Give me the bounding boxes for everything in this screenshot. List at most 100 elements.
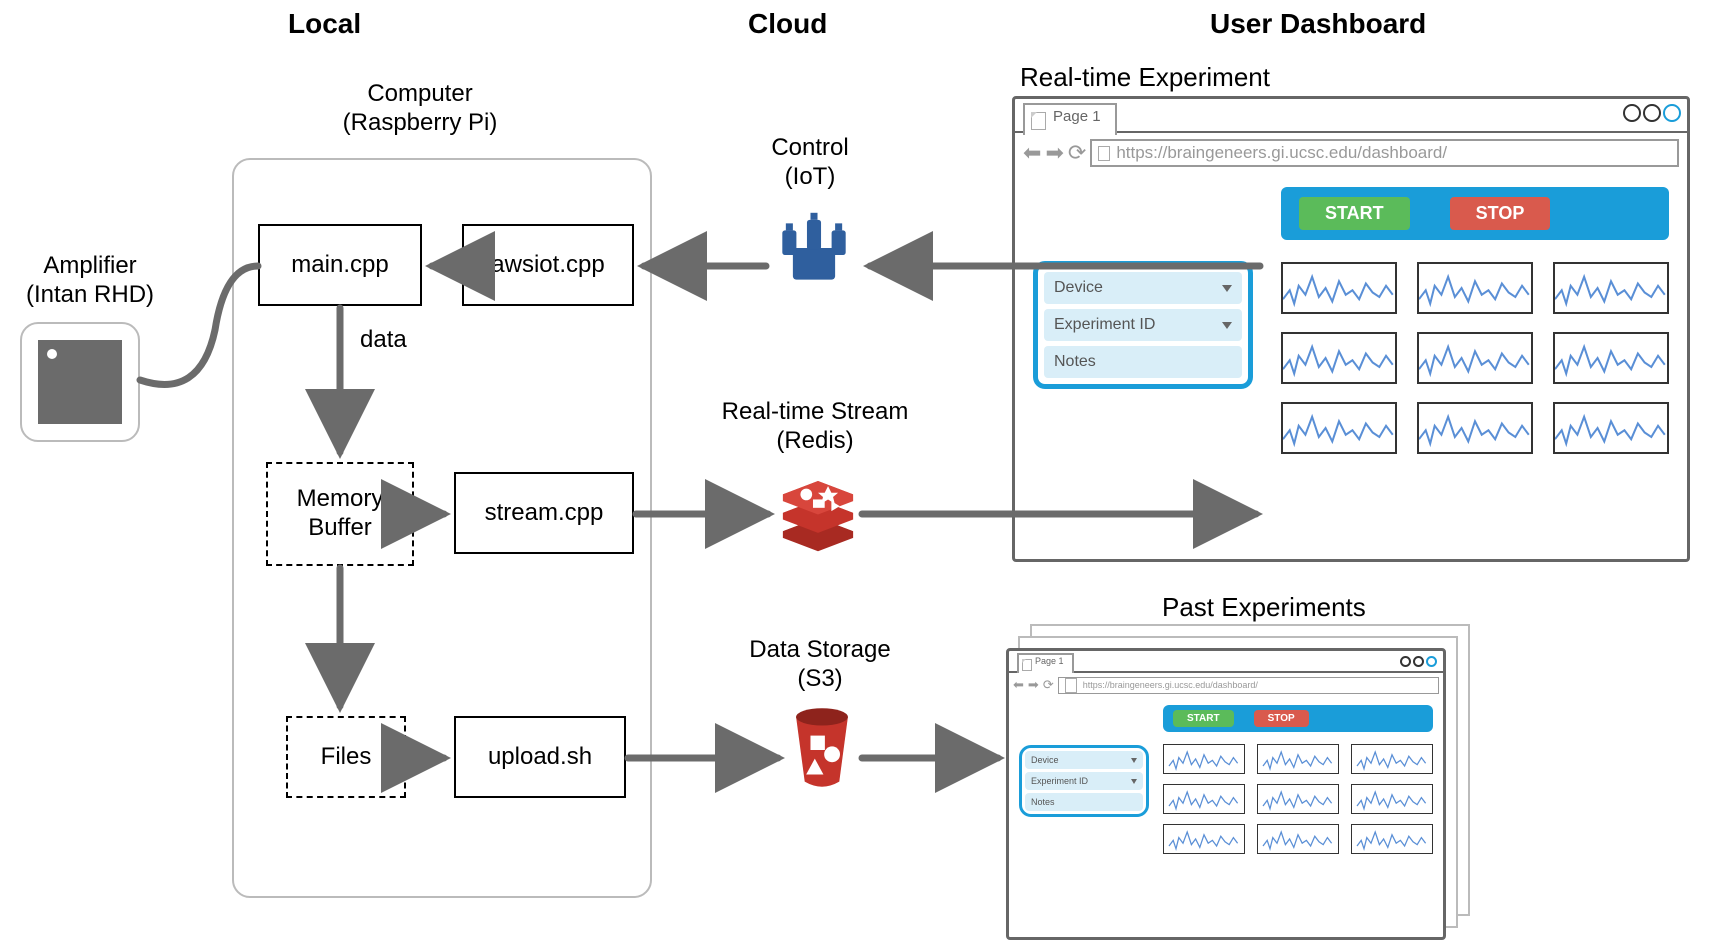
cloud-stream-l2: (Redis) <box>776 427 853 454</box>
sparkline-chart <box>1351 744 1433 774</box>
button-bar: START STOP <box>1163 705 1433 732</box>
amplifier-label-line1: Amplifier <box>43 252 136 279</box>
amplifier-label-line2: (Intan RHD) <box>26 281 154 308</box>
cloud-stream-l1: Real-time Stream <box>722 398 909 425</box>
sparkline-chart <box>1257 824 1339 854</box>
sparkline-chart <box>1553 332 1669 384</box>
sparkline-chart <box>1417 402 1533 454</box>
browser-past: Page 1 ⬅ ➡ ⟳ https://braingeneers.gi.ucs… <box>1006 648 1446 940</box>
button-bar: START STOP <box>1281 187 1669 240</box>
header-dashboard: User Dashboard <box>1210 8 1426 40</box>
cloud-stream-label: Real-time Stream (Redis) <box>700 398 930 456</box>
edge-label-data: data <box>360 326 407 354</box>
side-panel: Device Experiment ID Notes <box>1019 745 1149 817</box>
dropdown-experiment[interactable]: Experiment ID <box>1025 772 1143 790</box>
sparkline-chart <box>1281 402 1397 454</box>
computer-label: Computer (Raspberry Pi) <box>280 80 560 138</box>
window-controls[interactable] <box>1623 104 1681 122</box>
browser-realtime: Page 1 ⬅ ➡ ⟳ https://braingeneers.gi.ucs… <box>1012 96 1690 562</box>
iot-icon <box>770 204 858 297</box>
stop-button[interactable]: STOP <box>1450 197 1551 230</box>
chart-grid <box>1163 744 1433 854</box>
sparkline-chart <box>1553 262 1669 314</box>
window-dot-icon <box>1643 104 1661 122</box>
sparkline-chart <box>1553 402 1669 454</box>
sparkline-chart <box>1163 744 1245 774</box>
nav-back-icon[interactable]: ⬅ <box>1013 677 1024 693</box>
window-dot-icon <box>1426 656 1437 667</box>
header-cloud: Cloud <box>748 8 827 40</box>
nav-forward-icon[interactable]: ➡ <box>1045 140 1063 166</box>
past-title: Past Experiments <box>1162 592 1366 623</box>
browser-tab[interactable]: Page 1 <box>1017 653 1074 673</box>
dropdown-experiment-label: Experiment ID <box>1031 776 1088 786</box>
sparkline-chart <box>1163 824 1245 854</box>
browser-tabbar: Page 1 <box>1009 651 1443 673</box>
dropdown-experiment-label: Experiment ID <box>1054 316 1155 334</box>
field-notes[interactable]: Notes <box>1025 793 1143 811</box>
sparkline-chart <box>1417 262 1533 314</box>
sparkline-chart <box>1281 332 1397 384</box>
browser-tabbar: Page 1 <box>1015 99 1687 133</box>
box-memory-l1: Memory <box>297 485 384 514</box>
sparkline-chart <box>1351 784 1433 814</box>
nav-back-icon[interactable]: ⬅ <box>1023 140 1041 166</box>
stop-button[interactable]: STOP <box>1254 710 1309 727</box>
sparkline-chart <box>1257 784 1339 814</box>
url-text: https://braingeneers.gi.ucsc.edu/dashboa… <box>1116 143 1447 163</box>
amplifier-chip-container <box>20 322 140 442</box>
url-bar[interactable]: https://braingeneers.gi.ucsc.edu/dashboa… <box>1058 677 1439 694</box>
page-icon <box>1098 146 1110 161</box>
dropdown-device-label: Device <box>1054 279 1103 297</box>
start-button[interactable]: START <box>1299 197 1410 230</box>
chevron-down-icon <box>1222 285 1232 292</box>
chart-grid <box>1281 262 1669 454</box>
window-dot-icon <box>1413 656 1424 667</box>
box-main: main.cpp <box>258 224 422 306</box>
browser-content: Device Experiment ID Notes START STOP <box>1009 697 1443 864</box>
browser-content: Device Experiment ID Notes START STOP <box>1015 173 1687 472</box>
cloud-control-label: Control (IoT) <box>720 134 900 192</box>
cloud-control-l1: Control <box>771 134 848 161</box>
chevron-down-icon <box>1222 322 1232 329</box>
amplifier-label: Amplifier (Intan RHD) <box>10 252 170 310</box>
amplifier-chip-icon <box>38 340 122 424</box>
computer-label-line1: Computer <box>367 80 472 107</box>
side-panel: Device Experiment ID Notes <box>1033 261 1253 389</box>
box-files: Files <box>286 716 406 798</box>
cloud-storage-label: Data Storage (S3) <box>720 636 920 694</box>
box-awsiot: awsiot.cpp <box>462 224 634 306</box>
field-notes[interactable]: Notes <box>1044 346 1242 378</box>
sparkline-chart <box>1163 784 1245 814</box>
browser-tab[interactable]: Page 1 <box>1023 103 1117 135</box>
browser-navbar: ⬅ ➡ ⟳ https://braingeneers.gi.ucsc.edu/d… <box>1009 673 1443 697</box>
box-memory-l2: Buffer <box>308 514 372 543</box>
box-stream: stream.cpp <box>454 472 634 554</box>
url-text: https://braingeneers.gi.ucsc.edu/dashboa… <box>1083 680 1258 690</box>
s3-icon <box>786 706 858 799</box>
nav-reload-icon[interactable]: ⟳ <box>1043 677 1054 693</box>
sparkline-chart <box>1351 824 1433 854</box>
url-bar[interactable]: https://braingeneers.gi.ucsc.edu/dashboa… <box>1090 139 1679 167</box>
dropdown-device[interactable]: Device <box>1025 751 1143 769</box>
chevron-down-icon <box>1131 758 1137 763</box>
box-memory-buffer: Memory Buffer <box>266 462 414 566</box>
sparkline-chart <box>1257 744 1339 774</box>
sparkline-chart <box>1417 332 1533 384</box>
cloud-storage-l1: Data Storage <box>749 636 890 663</box>
window-controls[interactable] <box>1400 656 1437 667</box>
page-icon <box>1065 678 1077 693</box>
cloud-storage-l2: (S3) <box>797 665 842 692</box>
window-dot-icon <box>1400 656 1411 667</box>
cloud-control-l2: (IoT) <box>785 163 836 190</box>
sparkline-chart <box>1281 262 1397 314</box>
window-dot-icon <box>1663 104 1681 122</box>
start-button[interactable]: START <box>1173 710 1234 727</box>
dropdown-device[interactable]: Device <box>1044 272 1242 304</box>
redis-icon <box>776 466 860 563</box>
nav-forward-icon[interactable]: ➡ <box>1028 677 1039 693</box>
dropdown-device-label: Device <box>1031 755 1059 765</box>
box-upload: upload.sh <box>454 716 626 798</box>
nav-reload-icon[interactable]: ⟳ <box>1068 140 1086 166</box>
dropdown-experiment[interactable]: Experiment ID <box>1044 309 1242 341</box>
